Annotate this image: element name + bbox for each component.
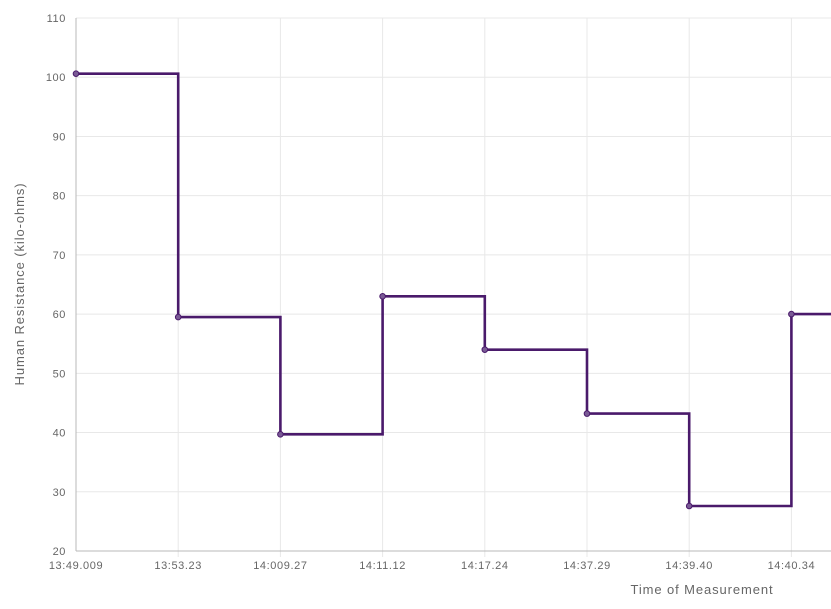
x-axis-title: Time of Measurement <box>630 582 773 597</box>
y-tick-label: 80 <box>53 191 66 203</box>
y-tick-label: 50 <box>53 368 66 380</box>
y-tick-labels: 20 30 40 50 60 70 80 90 100 110 <box>46 13 66 558</box>
y-tick-label: 90 <box>53 131 66 143</box>
x-tick-labels: 13:49.009 13:53.23 14:009.27 14:11.12 14:17.… <box>49 560 815 572</box>
grid-lines <box>76 17 831 557</box>
data-point[interactable] <box>685 502 693 510</box>
data-point[interactable] <box>72 70 80 77</box>
data-point[interactable] <box>277 431 284 438</box>
x-tick-label: 14:17.24 <box>461 560 509 572</box>
x-tick-label: 14:39.40 <box>665 560 713 572</box>
data-point[interactable] <box>481 346 489 353</box>
x-tick-label: 14:009.27 <box>253 560 307 572</box>
x-tick-label: 13:49.009 <box>49 560 103 572</box>
y-tick-label: 20 <box>53 546 66 558</box>
data-point[interactable] <box>174 313 182 321</box>
axes <box>75 18 831 552</box>
x-tick-label: 13:53.23 <box>154 560 202 572</box>
data-points <box>72 70 795 510</box>
data-point[interactable] <box>788 310 795 318</box>
y-tick-label: 100 <box>46 72 66 84</box>
data-point[interactable] <box>379 293 386 300</box>
series-step-line <box>76 72 831 508</box>
data-point[interactable] <box>583 410 591 417</box>
y-tick-label: 30 <box>53 487 66 499</box>
x-tick-label: 14:11.12 <box>359 560 406 572</box>
y-tick-label: 70 <box>53 250 66 262</box>
y-tick-label: 110 <box>47 13 66 25</box>
y-tick-label: 40 <box>53 428 66 440</box>
y-axis-title: Human Resistance (kilo-ohms) <box>12 183 27 386</box>
y-tick-label: 60 <box>53 309 66 321</box>
x-tick-label: 14:40.34 <box>768 560 816 572</box>
x-tick-label: 14:37.29 <box>563 560 611 572</box>
series-line-layer <box>76 72 831 508</box>
